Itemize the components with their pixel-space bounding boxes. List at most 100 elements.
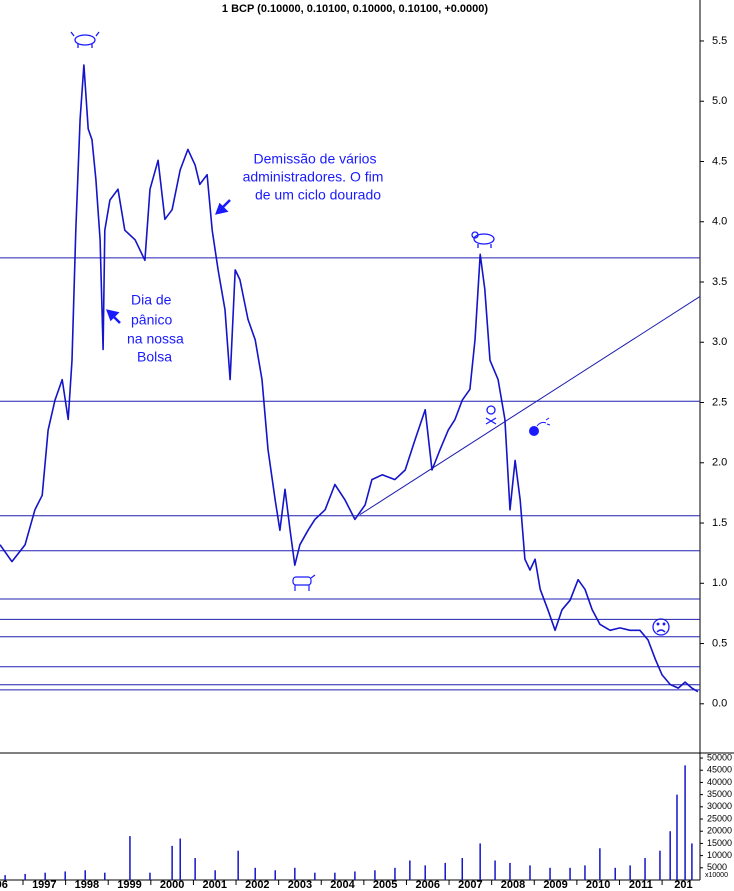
volume-bar [461,858,464,880]
x-tick-label: 96 [0,879,8,891]
bull-icon [70,31,100,48]
y-tick-label: 3.5 [712,276,727,288]
volume-bar [129,836,131,880]
annotation: na nossa [127,331,184,347]
volume-bar [644,858,646,880]
y-tick-label: 3.0 [712,336,727,348]
skull-icon [485,405,497,425]
annotation: Dia de [131,292,172,308]
y-tick-label: 25000 [707,813,732,823]
volume-bar [444,862,446,880]
x-tick-label: 2010 [586,879,610,891]
x-tick-label: 1998 [75,879,99,891]
x-tick-label: 2002 [245,879,269,891]
x-tick-label: 2005 [373,879,397,891]
y-unit-label: x10000 [705,872,728,879]
volume-bar [171,845,173,880]
volume-bar [409,860,411,880]
volume-bar [569,867,571,880]
volume-bar [394,867,396,880]
x-tick-label: 2009 [543,879,567,891]
volume-bar [479,843,481,880]
volume-bar [44,872,46,880]
y-tick-label: 0.5 [712,637,727,649]
bomb-icon [529,417,551,436]
x-tick-label: 2000 [160,879,184,891]
volume-bar [194,858,196,880]
x-tick-label: 2006 [416,879,440,891]
y-tick-label: 40000 [707,777,732,787]
y-tick-label: 2.0 [712,457,727,469]
x-tick-label: 2001 [202,879,226,891]
y-tick-label: 4.5 [712,155,727,167]
x-tick-label: 2011 [629,879,653,891]
volume-bar [599,848,601,880]
volume-bar [509,862,511,880]
volume-bar [584,865,586,880]
volume-bar [494,860,496,880]
annotation: de um ciclo dourado [255,187,381,203]
arrow [215,199,231,215]
volume-bar [659,850,661,880]
chart-title: 1 BCP (0.10000, 0.10100, 0.10000, 0.1010… [222,3,488,15]
x-tick-label: 2007 [458,879,482,891]
y-tick-label: 1.0 [712,577,727,589]
arrow [106,309,121,324]
volume-bar [274,870,276,880]
bear-icon [471,231,495,248]
y-tick-label: 5.0 [712,95,727,107]
x-tick-label: 1997 [32,879,56,891]
y-tick-label: 15000 [707,838,732,848]
volume-bar [24,873,26,880]
volume-bar [669,831,671,880]
y-tick-label: 0.0 [712,698,727,710]
y-tick-label: 30000 [707,801,732,811]
volume-bar [84,870,86,880]
volume-bar [214,870,216,880]
y-tick-label: 20000 [707,826,732,836]
volume-bar [529,865,531,880]
x-tick-label: 1999 [117,879,141,891]
volume-bar [254,867,256,880]
volume-bar [374,870,376,880]
y-tick-label: 10000 [707,850,732,860]
y-tick-label: 5.5 [712,35,727,47]
annotation: administradores. O fim [243,169,384,185]
volume-bar [314,872,316,880]
x-tick-label: 2003 [288,879,312,891]
annotation: Bolsa [137,349,172,365]
volume-bar [4,875,6,880]
x-tick-label: 201 [674,879,692,891]
volume-bar [334,872,336,880]
volume-bar [149,872,151,880]
y-tick-label: 50000 [707,752,732,762]
volume-bar [237,850,239,880]
volume-bar [354,871,356,880]
volume-bar [64,871,66,880]
volume-bar [691,843,693,880]
y-tick-label: 45000 [707,765,732,775]
volume-bar [684,765,686,880]
y-tick-label: 35000 [707,789,732,799]
annotation: Demissão de vários [254,151,377,167]
volume-bar [294,867,296,880]
volume-bar [614,867,616,880]
volume-bar [104,872,106,880]
volume-bar [676,794,678,880]
volume-bar [179,838,181,880]
volume-bar [629,865,631,880]
y-tick-label: 4.0 [712,216,727,228]
x-tick-label: 2004 [330,879,355,891]
y-tick-label: 5000 [707,862,727,872]
cow-icon [292,574,316,591]
y-tick-label: 2.5 [712,396,727,408]
annotation: pânico [131,312,172,328]
x-tick-label: 2008 [501,879,525,891]
volume-bar [549,867,551,880]
price-line [0,64,699,693]
volume-bar [424,865,426,880]
y-tick-label: 1.5 [712,517,727,529]
trend-line [359,296,701,516]
